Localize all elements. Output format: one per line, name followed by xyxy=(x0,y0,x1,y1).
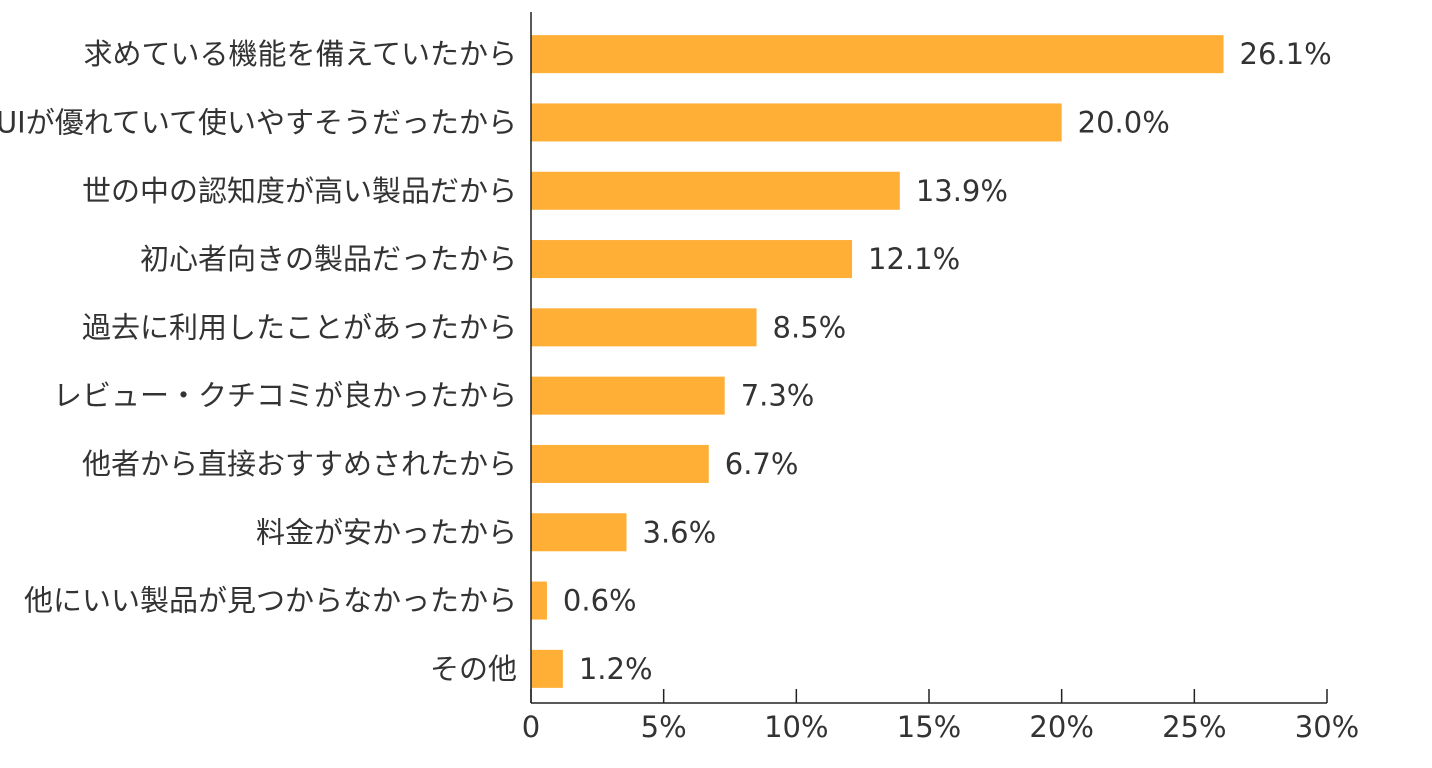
category-label-6: 他者から直接おすすめされたから xyxy=(82,447,517,481)
x-tick-label-2: 10% xyxy=(764,710,828,744)
x-tick-label-5: 25% xyxy=(1162,710,1226,744)
bar-4 xyxy=(531,308,757,347)
category-label-3: 初心者向きの製品だったから xyxy=(140,242,517,276)
value-label-0: 26.1% xyxy=(1240,37,1332,71)
category-label-8: 他にいい製品が見つからなかったから xyxy=(24,584,517,618)
value-label-8: 0.6% xyxy=(563,584,637,618)
bar-8 xyxy=(531,581,547,620)
category-label-2: 世の中の認知度が高い製品だから xyxy=(82,174,517,208)
bar-0 xyxy=(531,35,1224,74)
x-tick-label-1: 5% xyxy=(641,710,687,744)
value-label-2: 13.9% xyxy=(916,174,1008,208)
bar-5 xyxy=(531,376,725,415)
category-label-9: その他 xyxy=(430,652,517,686)
bar-6 xyxy=(531,444,709,483)
x-tick-label-3: 15% xyxy=(897,710,961,744)
x-ticks-group: 0 5% 10% 15% 20% 25% 30% xyxy=(522,689,1359,744)
category-label-5: レビュー・クチコミが良かったから xyxy=(53,379,517,413)
value-labels-group: 26.1% 20.0% 13.9% 12.1% 8.5% 7.3% 6.7%3.6% 0.6%… xyxy=(563,37,1332,686)
bars-group xyxy=(531,35,1224,688)
value-label-4: 8.5% xyxy=(773,310,847,344)
category-label-0: 求めている機能を備えていたから xyxy=(83,37,517,71)
bar-2 xyxy=(531,171,900,210)
value-label-3: 12.1% xyxy=(868,242,960,276)
bar-1 xyxy=(531,103,1062,142)
x-tick-label-4: 20% xyxy=(1029,710,1093,744)
category-labels-group: 求めている機能を備えていたから UIが優れていて使いやすそうだったから世の中の認知… xyxy=(0,37,517,686)
value-label-6: 6.7% xyxy=(725,447,799,481)
value-label-5: 7.3% xyxy=(741,379,815,413)
bar-7 xyxy=(531,513,627,552)
value-label-7: 3.6% xyxy=(643,515,717,549)
value-label-9: 1.2% xyxy=(579,652,653,686)
category-label-1: UIが優れていて使いやすそうだったから xyxy=(0,105,517,139)
category-label-4: 過去に利用したことがあったから xyxy=(82,310,517,344)
x-tick-label-6: 30% xyxy=(1295,710,1359,744)
bar-9 xyxy=(531,649,563,688)
bar-3 xyxy=(531,240,853,279)
x-tick-label-0: 0 xyxy=(522,710,540,744)
category-label-7: 料金が安かったから xyxy=(256,515,517,549)
value-label-1: 20.0% xyxy=(1078,105,1170,139)
